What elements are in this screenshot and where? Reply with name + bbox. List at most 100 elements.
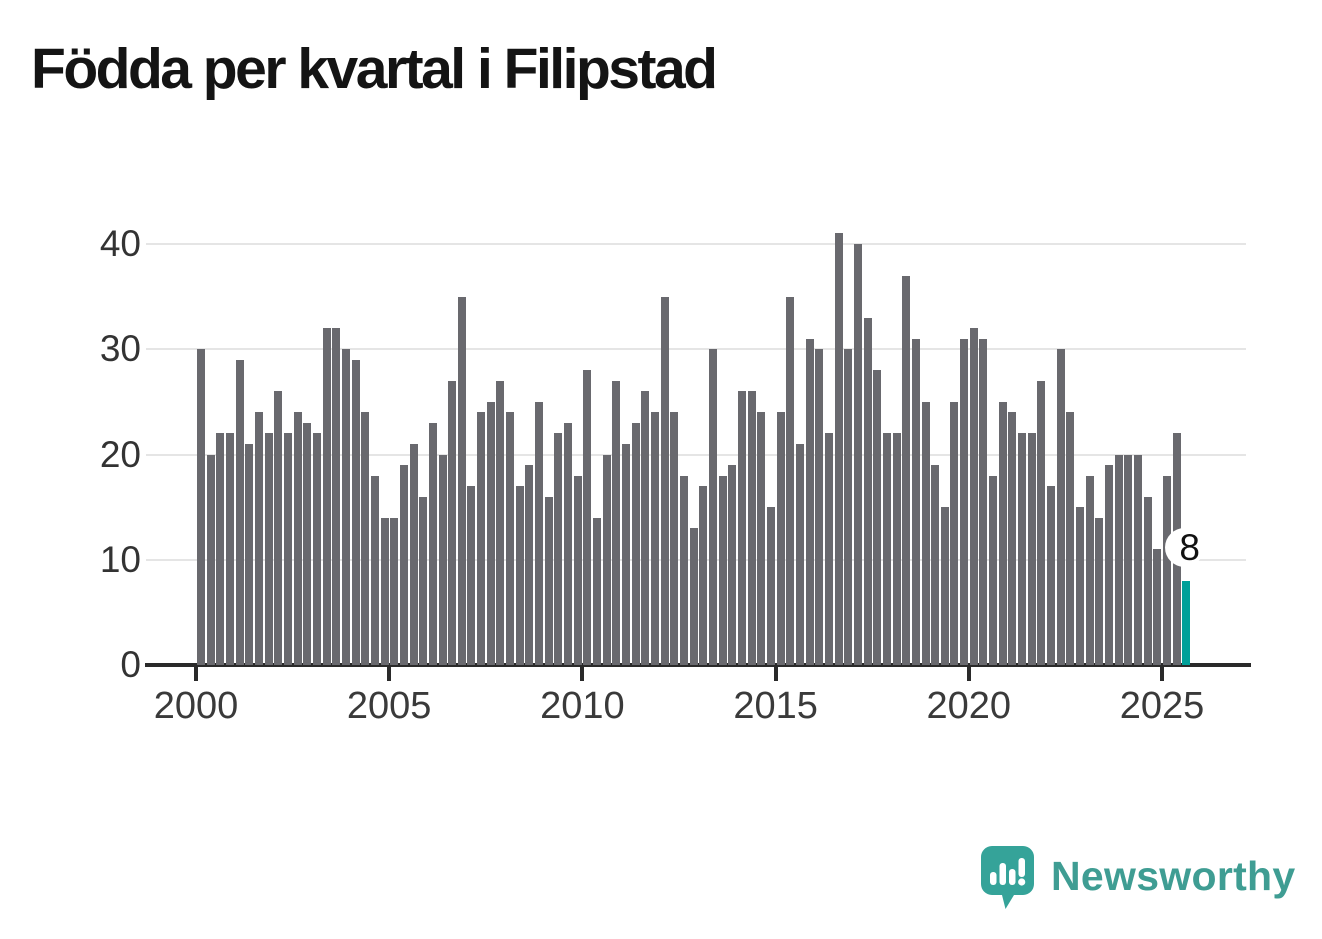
bar-quarter-58 xyxy=(757,412,766,665)
bar-quarter-54 xyxy=(718,475,727,665)
bar-quarter-27 xyxy=(457,296,466,665)
bar-quarter-69 xyxy=(863,317,872,665)
bar-quarter-100 xyxy=(1163,475,1171,665)
x-axis-label-2015: 2015 xyxy=(733,685,818,727)
bar-quarter-15 xyxy=(341,349,350,665)
bar-quarter-87 xyxy=(1037,380,1046,665)
bar-quarter-21 xyxy=(399,465,408,665)
bar-quarter-67 xyxy=(844,349,853,665)
x-axis-tick-2025 xyxy=(1160,667,1164,681)
bar-quarter-85 xyxy=(1018,433,1027,665)
bar-quarter-86 xyxy=(1027,433,1036,665)
bar-quarter-81 xyxy=(979,338,988,665)
bar-quarter-64 xyxy=(815,349,824,665)
bar-quarter-7 xyxy=(264,433,273,665)
bar-quarter-2 xyxy=(216,433,225,665)
bar-quarter-80 xyxy=(969,328,978,665)
bar-quarter-74 xyxy=(911,338,920,665)
bar-quarter-43 xyxy=(612,380,621,665)
bar-quarter-18 xyxy=(370,475,379,665)
x-axis-tick-2000 xyxy=(194,667,198,681)
bar-quarter-55 xyxy=(728,465,737,665)
chart-title: Födda per kvartal i Filipstad xyxy=(31,37,718,101)
bar-quarter-34 xyxy=(525,465,534,665)
bar-quarter-37 xyxy=(554,433,563,665)
bar-quarter-19 xyxy=(380,517,389,665)
bar-quarter-5 xyxy=(245,443,254,665)
bar-quarter-9 xyxy=(283,433,292,665)
bar-quarter-11 xyxy=(303,422,312,665)
bar-quarter-13 xyxy=(322,328,331,665)
bar-quarter-75 xyxy=(921,401,930,665)
bar-quarter-76 xyxy=(931,465,940,665)
bar-quarter-12 xyxy=(312,433,321,665)
bar-quarter-26 xyxy=(448,380,457,665)
bar-quarter-94 xyxy=(1105,465,1114,665)
bar-quarter-45 xyxy=(631,422,640,665)
y-axis-label-0: 0 xyxy=(120,644,141,685)
bar-quarter-89 xyxy=(1056,349,1065,665)
bar-quarter-77 xyxy=(940,507,949,665)
bar-quarter-95 xyxy=(1114,454,1123,665)
bar-quarter-98 xyxy=(1143,496,1152,665)
bar-quarter-36 xyxy=(544,496,553,665)
x-axis-tick-2005 xyxy=(387,667,392,681)
bar-quarter-6 xyxy=(254,412,263,665)
bar-quarter-62 xyxy=(795,443,804,665)
x-axis-label-2020: 2020 xyxy=(926,685,1012,727)
bar-quarter-0 xyxy=(197,349,205,665)
bar-quarter-29 xyxy=(477,412,486,665)
x-axis-line xyxy=(145,663,1251,667)
x-axis-tick-2020 xyxy=(966,667,971,681)
bar-quarter-92 xyxy=(1085,475,1094,665)
bar-quarter-32 xyxy=(506,412,515,665)
y-axis-label-30: 30 xyxy=(99,328,141,370)
bar-quarter-39 xyxy=(573,475,582,665)
x-axis-tick-2010 xyxy=(580,667,585,681)
bar-quarter-72 xyxy=(892,433,901,665)
gridline-y-30 xyxy=(146,348,1246,351)
newsworthy-logo-icon xyxy=(981,846,1034,909)
bar-quarter-51 xyxy=(689,528,698,665)
bar-highlight-latest xyxy=(1182,580,1191,665)
bar-quarter-4 xyxy=(235,359,244,665)
bar-quarter-78 xyxy=(950,401,959,665)
bar-quarter-53 xyxy=(708,349,717,665)
bar-quarter-83 xyxy=(998,401,1007,665)
annotation-backdrop xyxy=(1165,527,1205,567)
bar-quarter-1 xyxy=(206,454,215,665)
bar-quarter-41 xyxy=(593,517,602,665)
bar-quarter-20 xyxy=(390,517,399,665)
x-axis-tick-2015 xyxy=(773,667,778,681)
y-axis-label-40: 40 xyxy=(99,223,141,264)
bar-quarter-38 xyxy=(564,422,573,665)
bar-quarter-17 xyxy=(361,412,370,665)
bar-quarter-97 xyxy=(1134,454,1143,665)
bar-quarter-63 xyxy=(805,338,814,665)
x-axis-label-2000: 2000 xyxy=(153,685,239,727)
bar-quarter-48 xyxy=(660,296,669,665)
bar-quarter-14 xyxy=(332,328,341,665)
x-axis-label-2025: 2025 xyxy=(1119,685,1205,727)
bar-quarter-23 xyxy=(419,496,428,665)
footer-branding: Newsworthy xyxy=(981,846,1296,912)
bar-quarter-24 xyxy=(428,422,437,665)
bar-quarter-68 xyxy=(853,244,862,665)
bar-quarter-50 xyxy=(680,475,688,665)
bar-quarter-99 xyxy=(1153,549,1162,665)
bar-quarter-65 xyxy=(824,433,833,665)
bar-quarter-25 xyxy=(438,454,447,665)
bar-quarter-82 xyxy=(989,475,998,665)
bar-quarter-73 xyxy=(902,275,911,665)
bar-quarter-56 xyxy=(737,391,746,665)
bar-quarter-79 xyxy=(960,338,969,665)
bar-quarter-33 xyxy=(515,486,524,665)
bar-quarter-91 xyxy=(1076,507,1085,665)
bar-quarter-8 xyxy=(274,391,283,665)
bar-quarter-61 xyxy=(786,296,795,665)
bar-quarter-16 xyxy=(351,359,360,665)
bar-quarter-60 xyxy=(776,412,785,665)
bar-quarter-59 xyxy=(766,507,775,665)
bar-quarter-46 xyxy=(641,391,650,665)
bar-quarter-52 xyxy=(699,486,708,665)
